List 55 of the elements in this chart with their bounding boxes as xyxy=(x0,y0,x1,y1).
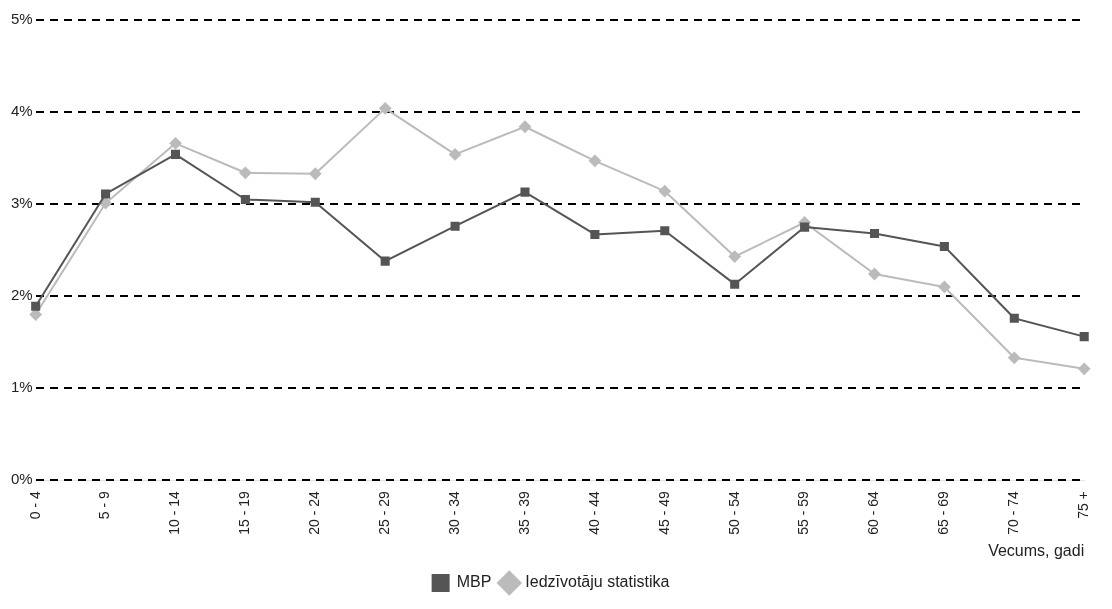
x-tick-label: 35 - 39 xyxy=(515,491,532,535)
point xyxy=(728,250,741,263)
point xyxy=(730,279,740,289)
point xyxy=(170,149,181,159)
x-axis-title: Vecums, gadi xyxy=(988,541,1085,559)
point xyxy=(99,197,112,210)
point xyxy=(379,102,392,115)
point xyxy=(380,256,390,266)
point xyxy=(800,222,810,232)
point xyxy=(658,185,671,198)
x-tick-label: 10 - 14 xyxy=(166,491,183,535)
x-tick-label: 5 - 9 xyxy=(96,491,113,520)
point xyxy=(169,137,182,150)
x-tick-label: 55 - 59 xyxy=(795,491,812,535)
y-tick-label: 5% xyxy=(10,10,33,28)
point xyxy=(588,154,601,167)
point xyxy=(660,226,670,236)
point xyxy=(450,221,460,231)
point xyxy=(31,301,41,311)
point xyxy=(1008,351,1021,364)
point xyxy=(520,187,530,197)
point xyxy=(309,167,322,180)
x-tick-label: 25 - 29 xyxy=(376,491,393,535)
legend-label: Iedzīvotāju statistika xyxy=(525,573,670,591)
y-tick-label: 3% xyxy=(10,194,33,212)
x-tick-label: 15 - 19 xyxy=(236,491,253,535)
x-tick-label: 40 - 44 xyxy=(585,491,602,535)
point xyxy=(101,189,111,199)
point xyxy=(938,280,951,293)
point xyxy=(1079,332,1089,342)
point xyxy=(869,229,880,239)
point xyxy=(868,268,881,281)
x-tick-label: 70 - 74 xyxy=(1005,491,1022,535)
x-tick-label: 20 - 24 xyxy=(306,491,323,535)
point xyxy=(1078,362,1091,375)
legend-label: MBP xyxy=(456,573,492,591)
x-tick-label: 60 - 64 xyxy=(865,491,882,535)
point xyxy=(239,166,252,179)
point xyxy=(1009,313,1019,323)
x-tick-label: 75 + xyxy=(1075,491,1092,519)
point xyxy=(449,148,462,161)
point xyxy=(310,197,320,207)
y-tick-label: 4% xyxy=(10,102,33,120)
y-tick-label: 2% xyxy=(10,286,33,304)
point xyxy=(590,229,600,239)
x-tick-label: 50 - 54 xyxy=(725,491,742,535)
point xyxy=(939,241,949,251)
y-tick-label: 1% xyxy=(10,378,33,396)
point xyxy=(240,194,250,205)
point xyxy=(518,120,531,133)
y-tick-label: 0% xyxy=(10,470,33,488)
x-tick-label: 0 - 4 xyxy=(26,491,43,520)
x-tick-label: 45 - 49 xyxy=(655,491,672,535)
x-tick-label: 30 - 34 xyxy=(445,491,462,535)
x-tick-label: 65 - 69 xyxy=(935,491,952,535)
